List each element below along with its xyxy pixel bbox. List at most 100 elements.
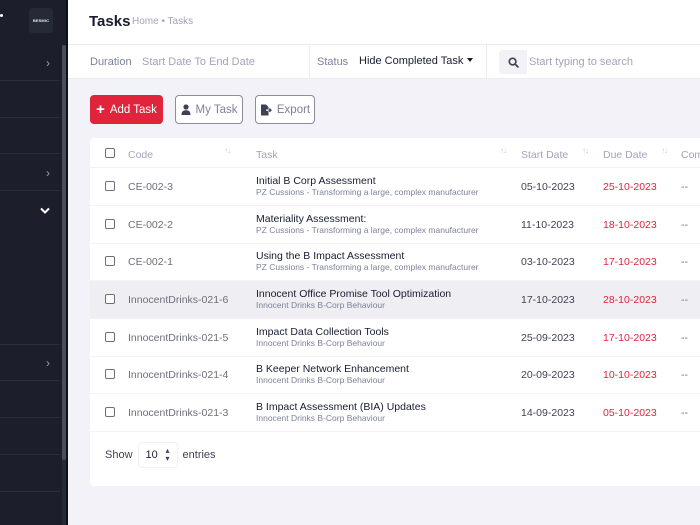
column-header-due-date[interactable]: Due Date [603,149,648,161]
task-title[interactable]: B Keeper Network Enhancement [256,363,409,375]
my-task-button[interactable]: My Task [175,95,243,124]
start-date: 03-10-2023 [521,256,575,268]
task-cell[interactable]: Innocent Office Promise Tool Optimizatio… [256,288,451,311]
sidebar-item-9[interactable] [0,456,60,492]
task-project: PZ Cussions - Transforming a large, comp… [256,225,479,235]
completed-date: -- [681,332,688,344]
sort-icon[interactable]: ↑↓ [582,146,589,155]
breadcrumb[interactable]: Home • Tasks [132,16,194,27]
sidebar-item-2[interactable] [0,82,60,118]
plus-icon: + [96,100,105,118]
duration-picker[interactable]: Start Date To End Date [142,56,255,68]
sort-icon[interactable]: ↑↓ [500,146,507,155]
sidebar-item-7[interactable] [0,382,60,418]
sidebar-item-8[interactable] [0,419,60,455]
row-checkbox[interactable] [105,407,115,417]
table-row[interactable]: CE-002-2 Materiality Assessment: PZ Cuss… [90,206,700,244]
table-row[interactable]: CE-002-3 Initial B Corp Assessment PZ Cu… [90,168,700,206]
sidebar-item-4[interactable]: › [0,155,60,191]
select-all-checkbox[interactable] [105,148,115,158]
completed-date: -- [681,181,688,193]
task-code: CE-002-1 [128,256,173,268]
due-date: 25-10-2023 [603,181,657,193]
task-code: CE-002-2 [128,219,173,231]
divider [486,45,487,79]
table-row[interactable]: InnocentDrinks-021-3 B Impact Assessment… [90,394,700,432]
due-date: 17-10-2023 [603,332,657,344]
row-checkbox[interactable] [105,256,115,266]
page-length-select[interactable]: 10 ▴ ▾ [137,442,178,468]
page-length-control: Show 10 ▴ ▾ entries [105,442,216,468]
file-export-icon [260,104,272,115]
search-input[interactable] [527,50,700,74]
due-date: 28-10-2023 [603,294,657,306]
chevron-right-icon: › [46,165,50,180]
task-title[interactable]: Initial B Corp Assessment [256,175,376,187]
column-header-completed[interactable]: Com [681,149,700,161]
task-title[interactable]: B Impact Assessment (BIA) Updates [256,401,426,413]
sidebar-item-5-expanded[interactable] [0,192,60,345]
row-checkbox[interactable] [105,294,115,304]
search-box [499,50,700,74]
sidebar-item-1[interactable]: › [0,45,60,81]
sidebar-scrollbar[interactable] [62,45,66,525]
task-title[interactable]: Impact Data Collection Tools [256,326,389,338]
status-select[interactable]: Hide Completed Task [359,55,474,67]
sort-icon[interactable]: ↑↓ [661,146,668,155]
completed-date: -- [681,369,688,381]
column-header-start-date[interactable]: Start Date [521,149,569,161]
tasks-table-card: Code ↑↓ Task ↑↓ Start Date ↑↓ Due Date ↑… [90,138,700,486]
start-date: 25-09-2023 [521,332,575,344]
logo[interactable]: BESMIC [29,8,53,33]
completed-date: -- [681,294,688,306]
sidebar-scrollbar-thumb[interactable] [62,45,66,460]
export-label: Export [276,103,311,116]
search-icon [507,56,519,68]
sort-icon[interactable]: ↑↓ [224,146,231,155]
entries-label: entries [182,449,216,461]
add-task-button[interactable]: + Add Task [90,95,163,124]
task-title[interactable]: Using the B Impact Assessment [256,250,405,262]
sidebar-item-10[interactable] [0,493,60,525]
task-project: Innocent Drinks B-Corp Behaviour [256,300,385,310]
export-button[interactable]: Export [255,95,315,124]
filter-bar: Duration Start Date To End Date Status H… [68,45,700,79]
task-title[interactable]: Materiality Assessment: [256,213,367,225]
page-length-value: 10 [145,449,158,461]
show-label: Show [105,449,133,461]
divider [309,45,310,79]
task-cell[interactable]: Initial B Corp Assessment PZ Cussions - … [256,175,479,198]
user-icon [181,104,191,115]
sidebar-item-6[interactable]: › [0,345,60,381]
start-date: 14-09-2023 [521,407,575,419]
task-code: InnocentDrinks-021-6 [128,294,229,306]
search-button[interactable] [499,50,527,74]
column-header-task[interactable]: Task [256,149,278,161]
table-row-highlighted[interactable]: InnocentDrinks-021-6 Innocent Office Pro… [90,281,700,319]
task-title[interactable]: Innocent Office Promise Tool Optimizatio… [256,288,452,300]
table-row[interactable]: InnocentDrinks-021-5 Impact Data Collect… [90,319,700,357]
chevron-right-icon: › [46,55,50,70]
caret-down-icon [467,58,474,62]
row-checkbox[interactable] [105,332,115,342]
row-checkbox[interactable] [105,219,115,229]
task-project: Innocent Drinks B-Corp Behaviour [256,338,385,348]
row-checkbox[interactable] [105,181,115,191]
column-header-code[interactable]: Code [128,149,154,161]
due-date: 05-10-2023 [603,407,657,419]
row-checkbox[interactable] [105,369,115,379]
my-task-label: My Task [195,103,238,116]
table-row[interactable]: CE-002-1 Using the B Impact Assessment P… [90,243,700,281]
sidebar-item-3[interactable] [0,118,60,154]
task-project: Innocent Drinks B-Corp Behaviour [256,375,385,385]
task-cell[interactable]: B Keeper Network Enhancement Innocent Dr… [256,363,409,386]
task-cell[interactable]: Impact Data Collection Tools Innocent Dr… [256,326,389,349]
completed-date: -- [681,407,688,419]
task-cell[interactable]: Using the B Impact Assessment PZ Cussion… [256,250,479,273]
due-date: 10-10-2023 [603,369,657,381]
page-header: Tasks Home • Tasks [68,0,700,45]
table-row[interactable]: InnocentDrinks-021-4 B Keeper Network En… [90,356,700,394]
task-cell[interactable]: Materiality Assessment: PZ Cussions - Tr… [256,213,479,236]
task-cell[interactable]: B Impact Assessment (BIA) Updates Innoce… [256,401,426,424]
task-project: PZ Cussions - Transforming a large, comp… [256,262,479,272]
